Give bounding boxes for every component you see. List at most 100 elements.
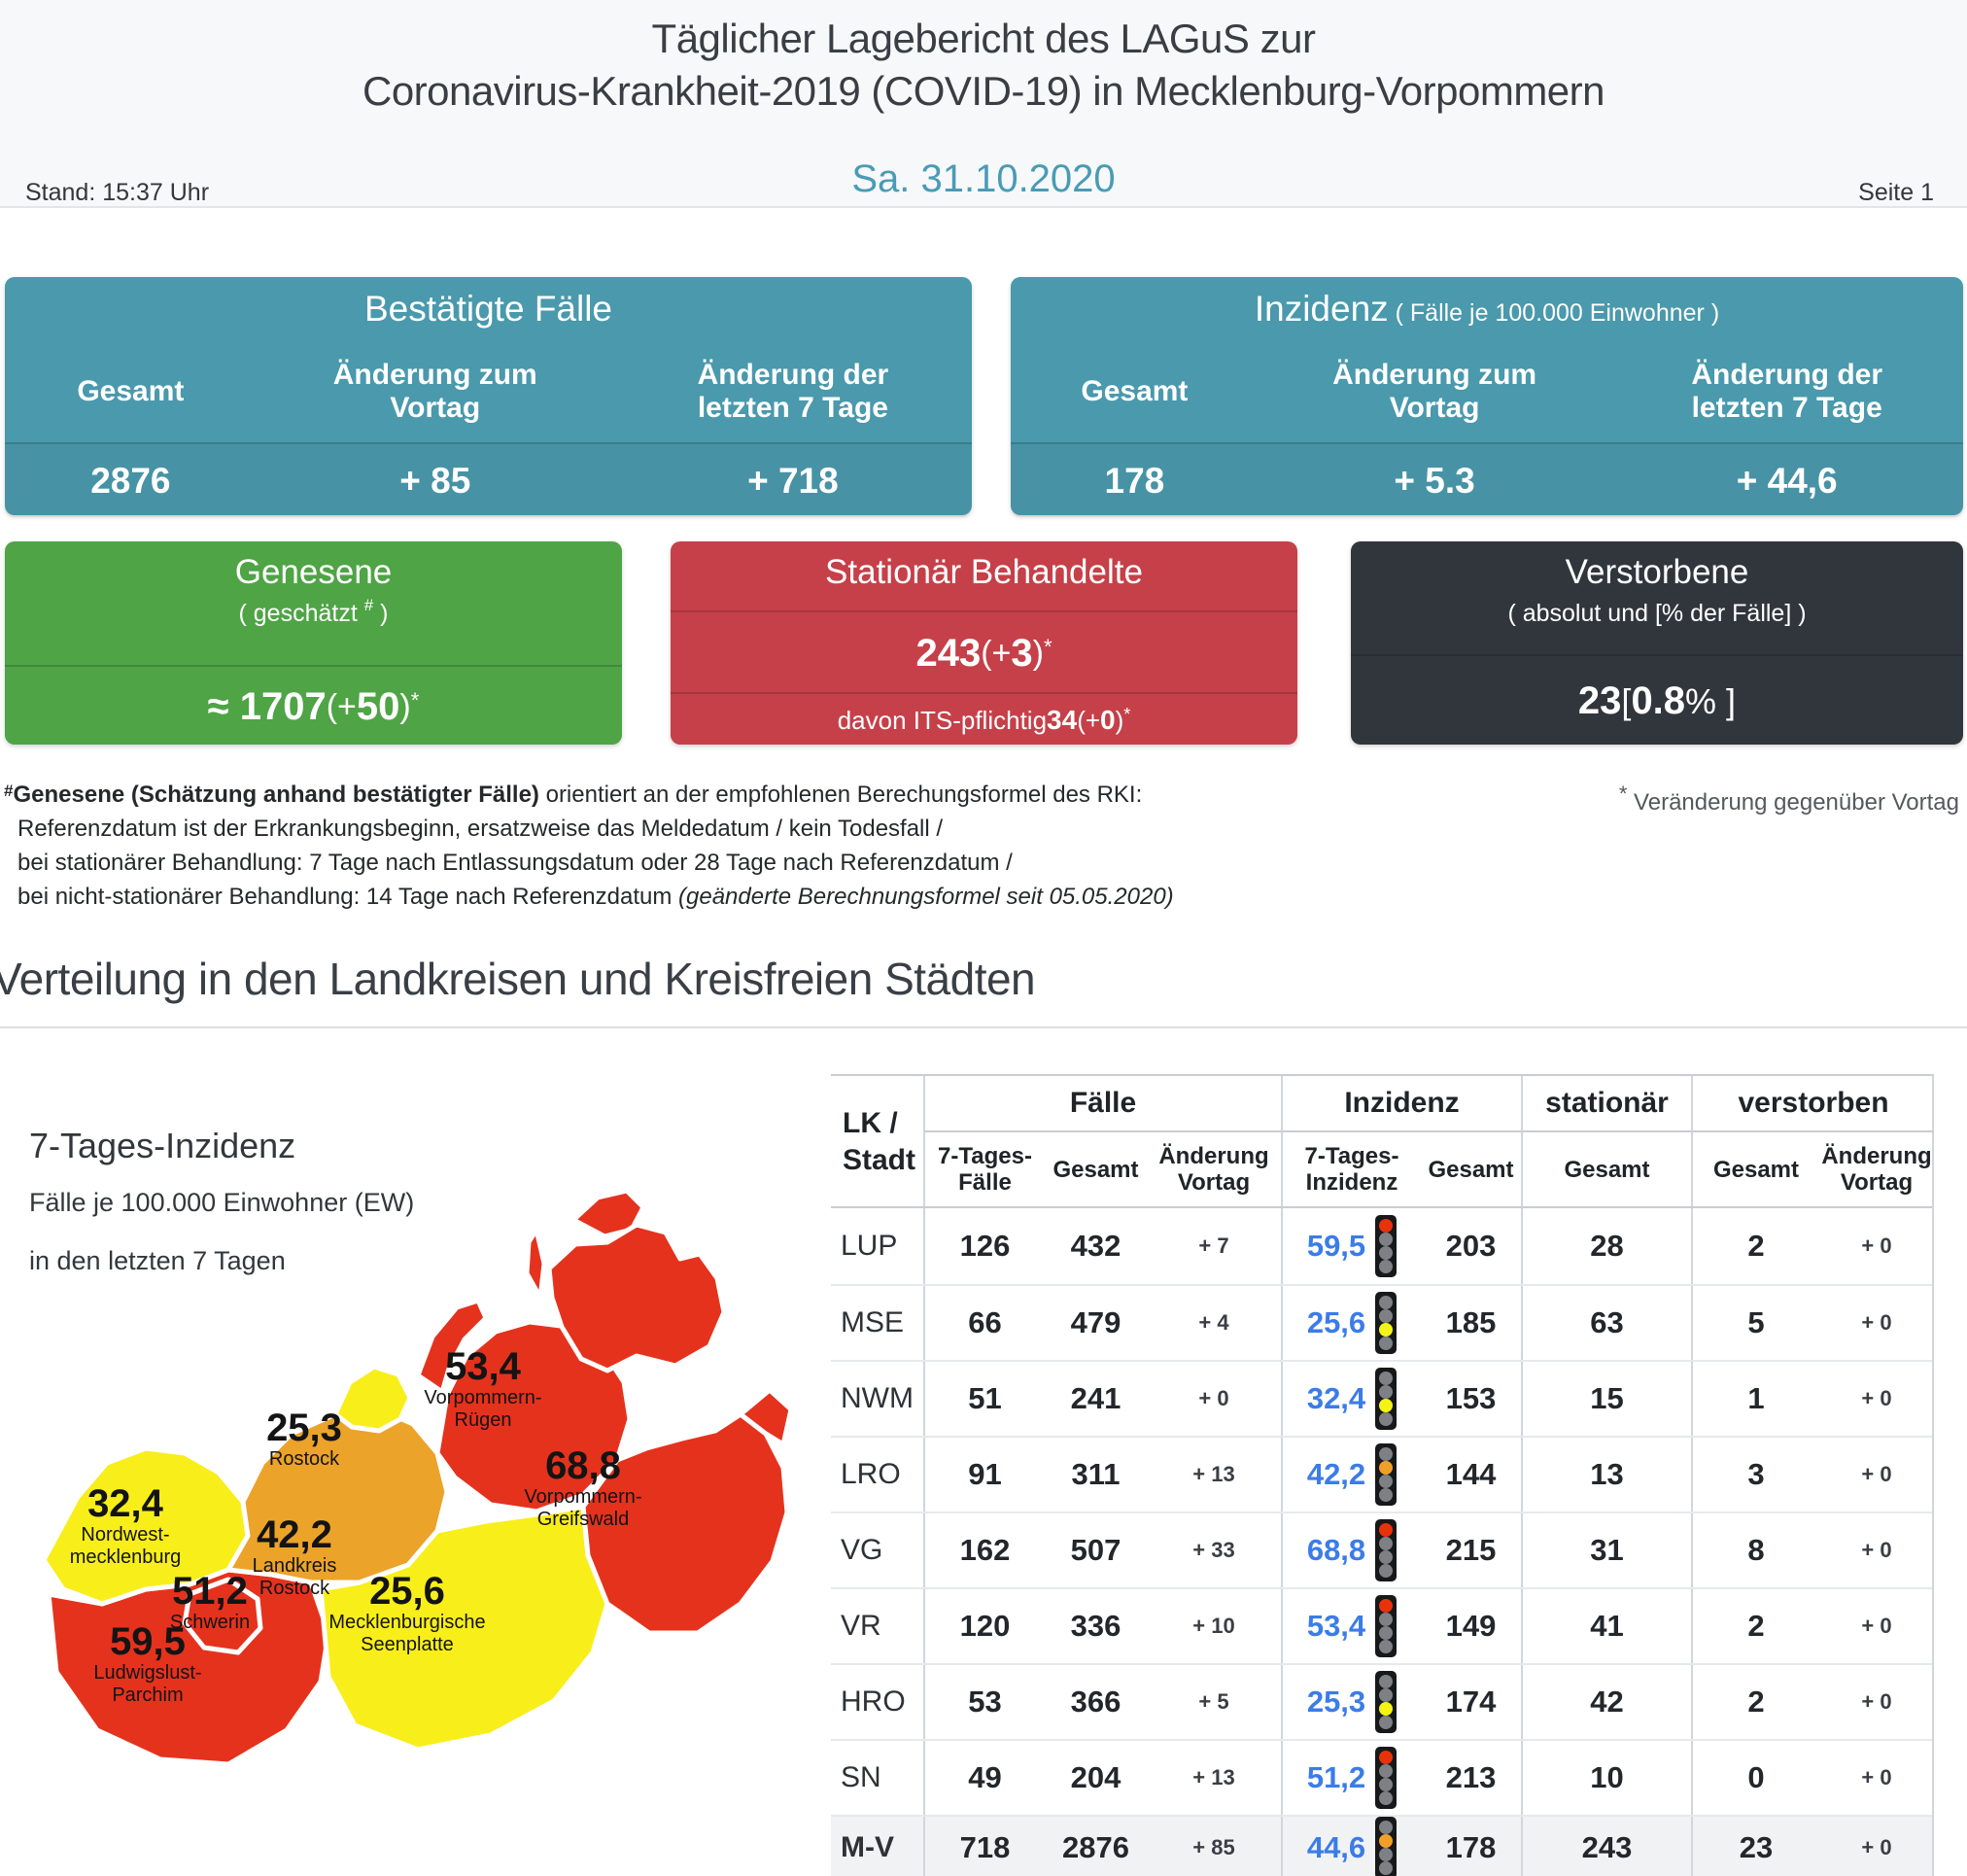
row-gesamt-inzidenz: 213 [1445,1760,1497,1794]
traffic-light-icon [1375,1817,1398,1876]
row-7tages-inzidenz-value[interactable]: 25,6 [1306,1305,1366,1339]
map-region-usedom [738,1387,794,1447]
footnote-line1: #Genesene (Schätzung anhand bestätigter … [4,782,1143,808]
card-hospitalized-title: Stationär Behandelte [825,553,1143,591]
col-aenderung-7tage: Änderung der letzten 7 Tage [697,358,889,425]
row-7tages-faelle: 51 [923,1362,1045,1436]
row-7tages-inzidenz-value[interactable]: 68,8 [1306,1533,1366,1567]
report-date: Sa. 31.10.2020 [851,157,1116,200]
group-header-verstorben: verstorben [1691,1076,1934,1132]
traffic-light-orange-bulb [1379,1233,1394,1246]
card-recovered-title: Genesene [234,553,393,591]
traffic-light-yellow-bulb [1379,1246,1394,1260]
traffic-light-yellow-bulb [1379,1399,1394,1412]
row-aenderung-vortag: + 0 [1198,1386,1229,1410]
row-7tages-inzidenz-value[interactable]: 32,4 [1306,1381,1366,1415]
district-table: LK / Stadt Fälle Inzidenz stationär vers… [831,1074,1934,1876]
row-verstorben-gesamt: 23 [1691,1817,1819,1876]
map-title: 7-Tages-Inzidenz [29,1126,296,1165]
traffic-light-yellow-bulb [1379,1778,1394,1791]
traffic-light-red-bulb [1379,1447,1394,1461]
map-label-nordwestmecklenburg: 32,4 Nordwest-mecklenburg [18,1483,232,1569]
card-incidence-values: 178 + 5.3 + 44,6 [1011,442,1963,517]
row-aenderung-vortag: + 4 [1198,1310,1229,1335]
row-gesamt-inzidenz: 174 [1445,1685,1497,1719]
row-7tages-faelle: 126 [923,1208,1045,1284]
recovered-value: ≈ 1707 (+ 50 ) * [5,665,622,747]
row-7tages-inzidenz-value[interactable]: 42,2 [1306,1457,1366,1491]
row-district-code: LUP [841,1230,898,1262]
table-row: VG 162 507 + 33 68,8 215 31 8 + 0 [831,1511,1932,1587]
card-recovered-subtitle: ( geschätzt # ) [238,596,389,627]
row-verstorben-gesamt: 0 [1691,1741,1819,1815]
map-value: 42,2 [257,1513,332,1556]
row-7tages-inzidenz-value[interactable]: 51,2 [1306,1760,1366,1794]
map-region-landkreis-rostock [225,1407,450,1585]
row-7tages-faelle: 162 [923,1513,1045,1587]
row-verstorben-gesamt: 3 [1691,1438,1819,1511]
map-value: 25,3 [266,1407,342,1449]
section-title: Verteilung in den Landkreisen und Kreisf… [0,954,1036,1004]
col-aenderung-vortag: Änderung zum Vortag [1332,358,1537,425]
traffic-light-red-bulb [1379,1523,1394,1537]
row-7tages-inzidenz-value[interactable]: 25,3 [1306,1685,1366,1719]
map-region-ruegen-main [546,1222,727,1373]
table-row: SN 49 204 + 13 51,2 213 10 0 + 0 [831,1739,1932,1815]
row-7tages-inzidenz-value[interactable]: 59,5 [1306,1229,1366,1263]
row-7tages-inzidenz-value[interactable]: 53,4 [1306,1609,1366,1643]
table-row: NWM 51 241 + 0 32,4 153 15 1 + 0 [831,1360,1932,1436]
row-district-code: MSE [841,1306,905,1338]
row-verstorben-aenderung: + 0 [1861,1765,1892,1789]
page-number: Seite 1 [1858,179,1934,206]
row-stationaer: 41 [1521,1589,1691,1663]
row-7tages-inzidenz-value[interactable]: 44,6 [1306,1830,1366,1864]
traffic-light-orange-bulb [1379,1385,1394,1399]
map-label-vorpommern-greifswald: 68,8 Vorpommern- Greifswald [476,1445,690,1531]
group-header-inzidenz: Inzidenz [1281,1076,1521,1132]
row-gesamt-faelle: 336 [1070,1609,1122,1643]
card-confirmed-column-headers: Gesamt Änderung zum Vortag Änderung der … [5,341,972,442]
row-district-code: LRO [841,1458,901,1490]
row-gesamt-faelle: 311 [1071,1457,1121,1491]
map-label-landkreis-rostock: 42,2 Landkreis Rostock [188,1514,401,1600]
map-region-name: Ludwigslust- [93,1662,202,1684]
row-gesamt-faelle: 479 [1070,1305,1122,1339]
group-header-stationaer: stationär [1521,1076,1691,1132]
map-region-name: Vorpommern- [424,1387,542,1408]
table-body: LUP 126 432 + 7 59,5 203 28 2 + 0 MSE 66… [831,1208,1932,1876]
confirmed-delta-7d: + 718 [747,460,839,501]
card-confirmed-values: 2876 + 85 + 718 [5,442,972,517]
row-7tages-faelle: 718 [923,1817,1045,1876]
row-gesamt-faelle: 204 [1070,1760,1122,1794]
row-stationaer: 31 [1521,1513,1691,1587]
row-7tages-inzidenz-cell: 25,6 [1281,1286,1421,1360]
row-gesamt-inzidenz: 203 [1445,1229,1497,1263]
row-aenderung-vortag: + 7 [1198,1233,1229,1258]
row-7tages-inzidenz-cell: 53,4 [1281,1589,1421,1663]
traffic-light-yellow-bulb [1379,1323,1394,1337]
row-stationaer: 15 [1521,1362,1691,1436]
map-region-darss-spit [415,1298,489,1395]
card-hospitalized: Stationär Behandelte 243 (+ 3 ) * davon I… [671,541,1297,745]
row-verstorben-gesamt: 1 [1691,1362,1819,1436]
row-gesamt-inzidenz: 149 [1445,1609,1497,1643]
row-stationaer: 13 [1521,1438,1691,1511]
row-verstorben-gesamt: 5 [1691,1286,1819,1360]
row-stationaer: 10 [1521,1741,1691,1815]
traffic-light-green-bulb [1379,1564,1394,1578]
map-value: 68,8 [545,1444,621,1487]
row-verstorben-aenderung: + 0 [1861,1310,1892,1335]
col-gesamt: Gesamt [1081,374,1189,407]
row-stationaer: 243 [1521,1817,1691,1876]
deaths-value: 23 [ 0.8 % ] [1351,654,1963,747]
row-7tages-faelle: 66 [923,1286,1045,1360]
traffic-light-yellow-bulb [1379,1475,1394,1488]
report-title-line2: Coronavirus-Krankheit-2019 (COVID-19) in… [362,68,1605,114]
row-gesamt-inzidenz: 153 [1445,1381,1497,1415]
subheader-7tages-inzidenz-link[interactable]: 7-Tages- Inzidenz [1281,1132,1421,1206]
map-value: 53,4 [445,1345,521,1388]
traffic-light-green-bulb [1379,1337,1394,1350]
traffic-light-green-bulb [1379,1861,1394,1875]
card-deaths-title: Verstorbene [1565,553,1749,591]
report-title-line1: Täglicher Lagebericht des LAGuS zur [651,16,1316,61]
